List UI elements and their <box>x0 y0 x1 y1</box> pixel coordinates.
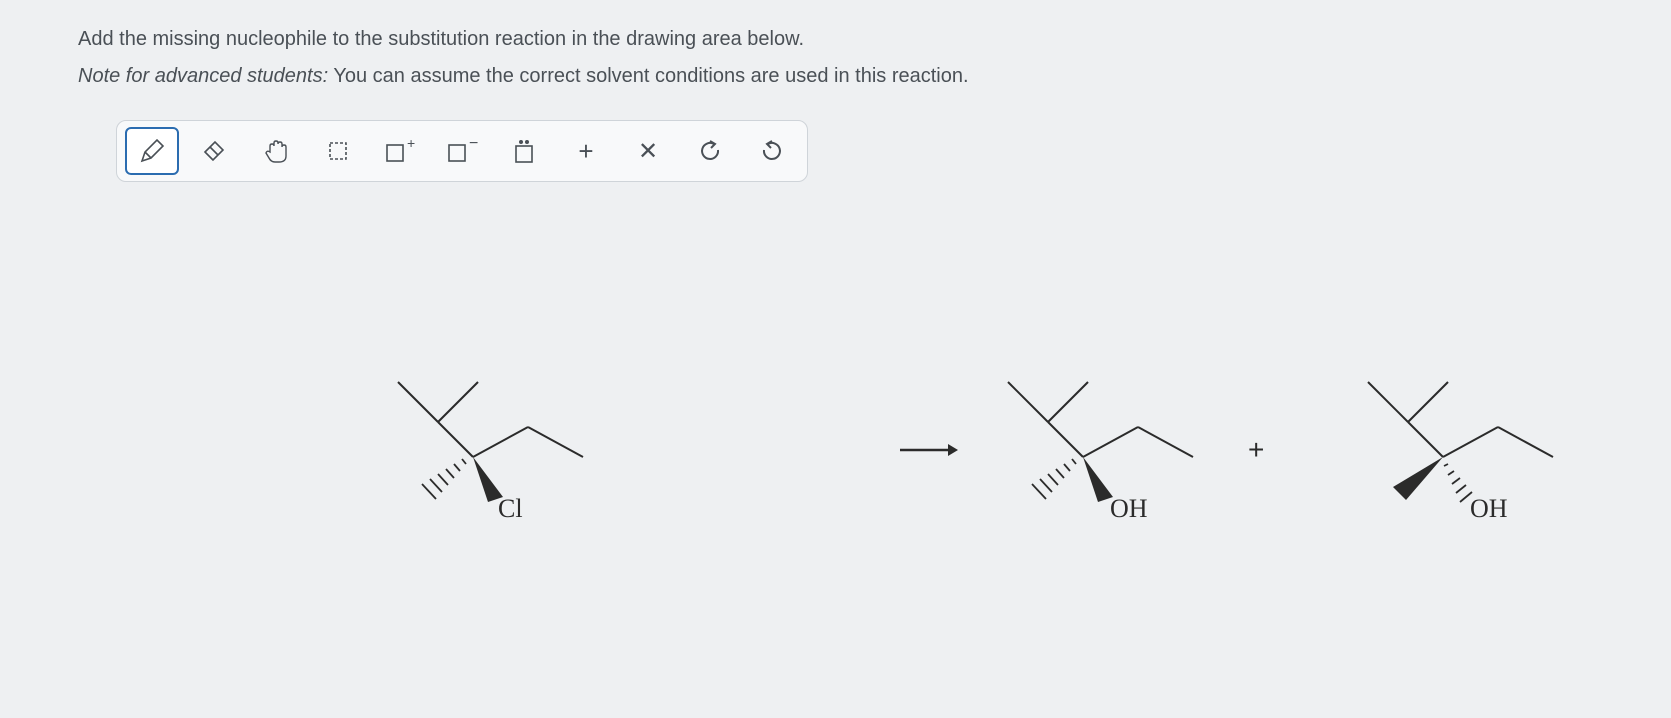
hand-tool-button[interactable] <box>249 127 303 175</box>
toolbar-container: + − + ✕ <box>116 120 1593 182</box>
product2-group-label: OH <box>1470 494 1508 523</box>
undo-button[interactable] <box>683 127 737 175</box>
instruction-note-rest: You can assume the correct solvent condi… <box>328 65 968 87</box>
box-minus-icon: − <box>445 136 479 166</box>
select-box-button[interactable] <box>311 127 365 175</box>
reactant-molecule: Cl <box>338 352 598 532</box>
instruction-note-label: Note for advanced students: <box>78 65 328 87</box>
lone-pair-button[interactable] <box>497 127 551 175</box>
clear-x-icon: ✕ <box>638 137 658 166</box>
product2-molecule: OH <box>1308 352 1588 532</box>
clear-button[interactable]: ✕ <box>621 127 675 175</box>
undo-icon <box>696 137 724 165</box>
redo-button[interactable] <box>745 127 799 175</box>
add-plus-button[interactable]: + <box>559 127 613 175</box>
plus-separator: + <box>1248 434 1264 466</box>
eraser-icon <box>199 136 229 166</box>
charge-minus-button[interactable]: − <box>435 127 489 175</box>
drawing-canvas[interactable]: Cl OH + <box>78 212 1593 652</box>
instruction-line-2: Note for advanced students: You can assu… <box>78 65 1593 88</box>
hand-icon <box>261 136 291 166</box>
box-lonepair-icon <box>509 136 539 166</box>
svg-text:+: + <box>407 136 415 151</box>
product1-group-label: OH <box>1110 494 1148 523</box>
pencil-icon <box>137 136 167 166</box>
drawing-toolbar: + − + ✕ <box>116 120 808 182</box>
product1-molecule: OH <box>948 352 1228 532</box>
reactant-leaving-group-label: Cl <box>498 494 523 523</box>
redo-icon <box>758 137 786 165</box>
plus-icon: + <box>578 136 593 167</box>
select-box-icon <box>323 136 353 166</box>
svg-text:−: − <box>469 136 478 152</box>
eraser-tool-button[interactable] <box>187 127 241 175</box>
pencil-tool-button[interactable] <box>125 127 179 175</box>
instruction-line-1: Add the missing nucleophile to the subst… <box>78 28 1593 51</box>
charge-plus-button[interactable]: + <box>373 127 427 175</box>
box-plus-icon: + <box>383 136 417 166</box>
